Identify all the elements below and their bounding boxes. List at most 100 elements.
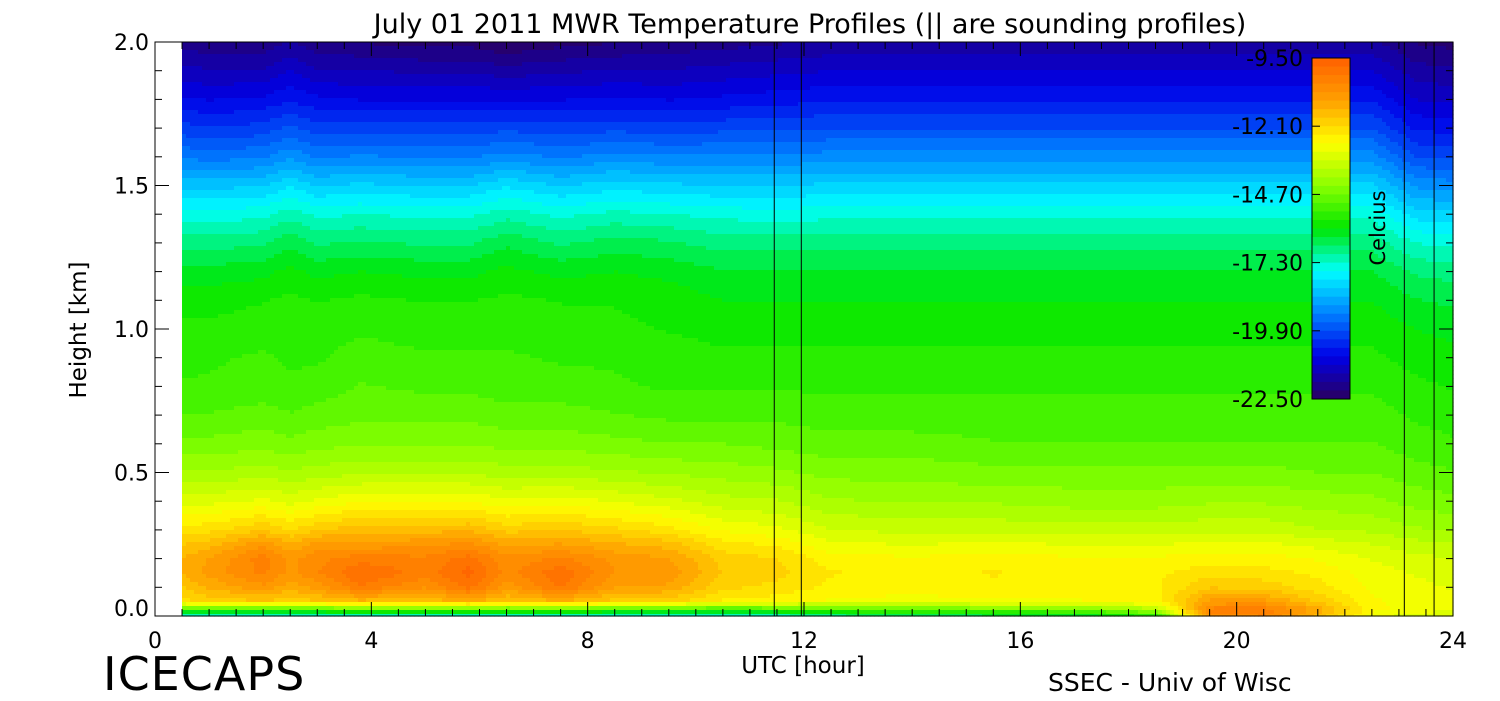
chart-title: July 01 2011 MWR Temperature Profiles (|… — [372, 9, 1247, 40]
heatmap-cell — [246, 586, 251, 591]
heatmap-cell — [234, 74, 239, 79]
heatmap-cell — [182, 306, 187, 311]
heatmap-cell — [242, 542, 247, 547]
heatmap-cell — [190, 98, 195, 103]
heatmap-cell — [210, 170, 215, 175]
heatmap-cell — [202, 362, 207, 367]
heatmap-cell — [194, 434, 199, 439]
heatmap-cell — [206, 70, 211, 75]
heatmap-cell — [234, 398, 239, 403]
heatmap-cell — [182, 554, 187, 559]
heatmap-cell — [230, 538, 235, 543]
heatmap-cell — [226, 254, 231, 259]
heatmap-cell — [246, 550, 251, 555]
heatmap-cell — [210, 310, 215, 315]
heatmap-cell — [194, 538, 199, 543]
heatmap-cell — [194, 134, 199, 139]
heatmap-cell — [242, 386, 247, 391]
heatmap-cell — [194, 358, 199, 363]
heatmap-cell — [186, 346, 191, 351]
heatmap-cell — [246, 190, 251, 195]
heatmap-cell — [186, 242, 191, 247]
heatmap-cell — [206, 438, 211, 443]
heatmap-cell — [186, 382, 191, 387]
heatmap-cell — [226, 162, 231, 167]
heatmap-cell — [238, 534, 243, 539]
heatmap-cell — [218, 58, 223, 63]
heatmap-cell — [186, 530, 191, 535]
heatmap-cell — [250, 62, 255, 67]
heatmap-cell — [242, 594, 247, 599]
heatmap-cell — [226, 338, 231, 343]
heatmap-cell — [206, 586, 211, 591]
heatmap-cell — [182, 366, 187, 371]
heatmap-cell — [210, 358, 215, 363]
heatmap-cell — [218, 554, 223, 559]
heatmap-cell — [190, 214, 195, 219]
heatmap-cell — [222, 154, 227, 159]
heatmap-cell — [206, 118, 211, 123]
heatmap-cell — [242, 470, 247, 475]
heatmap-cell — [226, 594, 231, 599]
heatmap-cell — [226, 42, 231, 47]
heatmap-cell — [238, 602, 243, 607]
heatmap-cell — [234, 198, 239, 203]
heatmap-cell — [230, 238, 235, 243]
heatmap-cell — [202, 298, 207, 303]
heatmap-cell — [246, 510, 251, 515]
heatmap-cell — [242, 510, 247, 515]
heatmap-cell — [214, 586, 219, 591]
heatmap-cell — [194, 158, 199, 163]
heatmap-cell — [222, 562, 227, 567]
heatmap-cell — [246, 186, 251, 191]
heatmap-cell — [214, 246, 219, 251]
heatmap-cell — [210, 566, 215, 571]
heatmap-cell — [214, 110, 219, 115]
heatmap-cell — [222, 582, 227, 587]
heatmap-cell — [222, 278, 227, 283]
heatmap-cell — [226, 394, 231, 399]
heatmap-cell — [246, 178, 251, 183]
heatmap-cell — [194, 478, 199, 483]
heatmap-cell — [186, 494, 191, 499]
heatmap-cell — [246, 314, 251, 319]
heatmap-cell — [206, 294, 211, 299]
heatmap-cell — [234, 226, 239, 231]
heatmap-cell — [234, 190, 239, 195]
heatmap-cell — [190, 386, 195, 391]
heatmap-cell — [234, 522, 239, 527]
heatmap-cell — [190, 446, 195, 451]
heatmap-cell — [194, 82, 199, 87]
heatmap-cell — [194, 446, 199, 451]
heatmap-cell — [226, 102, 231, 107]
heatmap-cell — [234, 222, 239, 227]
heatmap-cell — [242, 478, 247, 483]
heatmap-cell — [210, 174, 215, 179]
heatmap-cell — [210, 94, 215, 99]
heatmap-cell — [214, 394, 219, 399]
heatmap-cell — [226, 574, 231, 579]
heatmap-cell — [202, 182, 207, 187]
heatmap-cell — [210, 378, 215, 383]
heatmap-cell — [226, 562, 231, 567]
heatmap-cell — [226, 510, 231, 515]
heatmap-cell — [206, 126, 211, 131]
heatmap-cell — [222, 594, 227, 599]
heatmap-cell — [234, 230, 239, 235]
heatmap-cell — [194, 418, 199, 423]
heatmap-cell — [202, 278, 207, 283]
heatmap-cell — [218, 202, 223, 207]
heatmap-cell — [222, 290, 227, 295]
heatmap-cell — [190, 522, 195, 527]
heatmap-cell — [242, 74, 247, 79]
heatmap-cell — [202, 374, 207, 379]
heatmap-cell — [194, 454, 199, 459]
heatmap-cell — [182, 134, 187, 139]
heatmap-cell — [230, 58, 235, 63]
heatmap-cell — [246, 334, 251, 339]
heatmap-cell — [250, 58, 255, 63]
heatmap-cell — [210, 414, 215, 419]
heatmap-cell — [202, 462, 207, 467]
heatmap-cell — [194, 526, 199, 531]
heatmap-cell — [214, 398, 219, 403]
